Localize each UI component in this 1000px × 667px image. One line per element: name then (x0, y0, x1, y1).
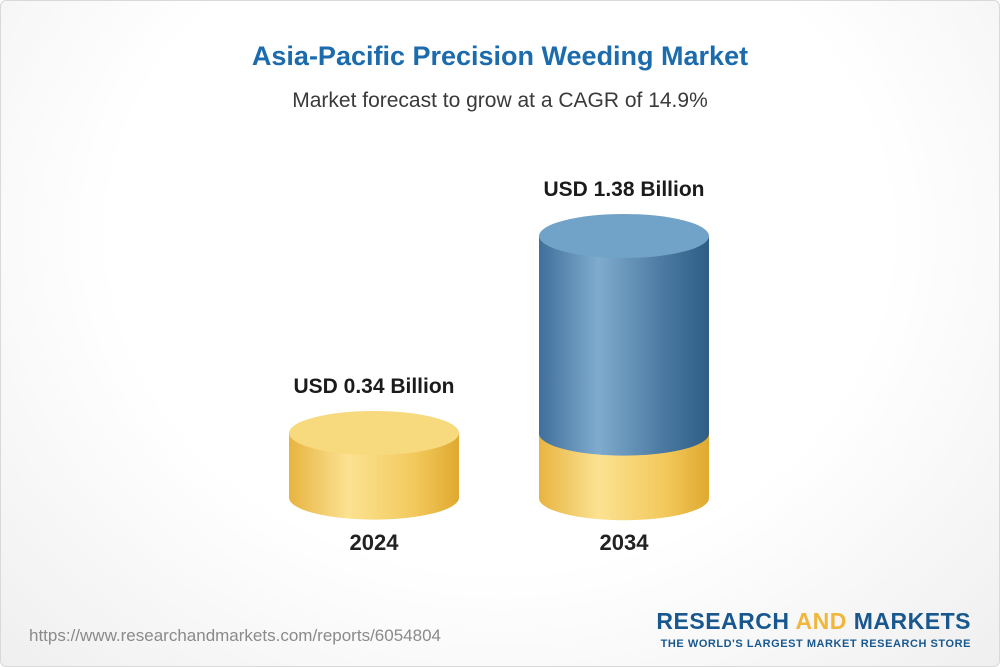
value-label-2034: USD 1.38 Billion (543, 178, 705, 201)
bar-2024: USD 0.34 Billion 2024 (264, 375, 484, 556)
logo-word-and: AND (795, 608, 847, 634)
page-title: Asia-Pacific Precision Weeding Market (251, 41, 749, 71)
bar-2034: USD 1.38 Billion 2034 (514, 178, 734, 556)
cylinder-2024 (286, 409, 462, 522)
page-subtitle: Market forecast to grow at a CAGR of 14.… (292, 89, 708, 112)
footer-url[interactable]: https://www.researchandmarkets.com/repor… (29, 626, 441, 645)
logo-word-markets: MARKETS (853, 608, 971, 634)
value-label-2024: USD 0.34 Billion (293, 375, 455, 398)
company-logo: RESEARCH AND MARKETS THE WORLD'S LARGEST… (656, 608, 971, 650)
logo-tagline: THE WORLD'S LARGEST MARKET RESEARCH STOR… (660, 638, 971, 650)
cylinder-2034 (536, 212, 712, 522)
logo-wordmark: RESEARCH AND MARKETS (656, 608, 971, 635)
x-label-2034: 2034 (599, 530, 649, 555)
logo-word-research: RESEARCH (656, 608, 790, 634)
x-label-2024: 2024 (349, 530, 399, 555)
